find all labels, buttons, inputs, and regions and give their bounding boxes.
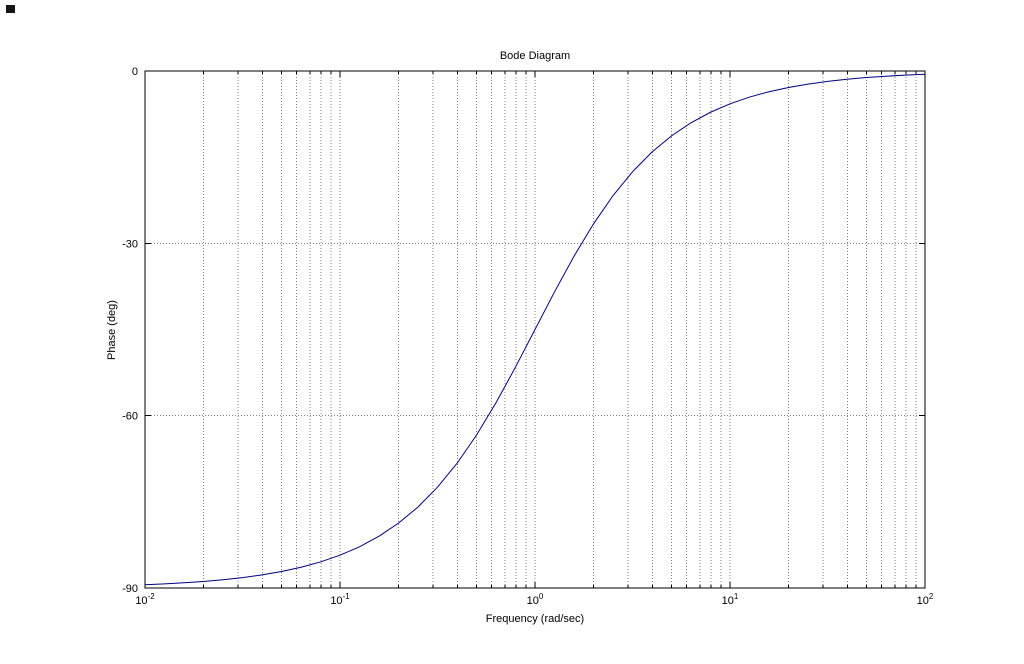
chart-title: Bode Diagram bbox=[499, 50, 571, 62]
x-tick-label: 101 bbox=[722, 592, 739, 607]
y-tick-label: 0 bbox=[132, 66, 138, 78]
x-tick-label: 10-1 bbox=[330, 592, 350, 607]
x-tick-label: 102 bbox=[917, 592, 934, 607]
window-corner-glyph bbox=[6, 5, 15, 13]
y-axis-label: Phase (deg) bbox=[106, 300, 118, 360]
phase-curve bbox=[144, 73, 926, 586]
x-axis-label: Frequency (rad/sec) bbox=[485, 613, 585, 625]
x-tick-label: 100 bbox=[527, 592, 544, 607]
y-tick-label: -60 bbox=[122, 411, 138, 423]
x-tick-label: 10-2 bbox=[135, 592, 155, 607]
y-tick-label: -30 bbox=[122, 238, 138, 250]
y-tick-label: -90 bbox=[122, 583, 138, 595]
